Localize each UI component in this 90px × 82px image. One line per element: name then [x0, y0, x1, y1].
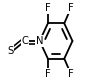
- Text: S: S: [7, 46, 13, 56]
- Text: N: N: [36, 36, 43, 46]
- Text: F: F: [45, 69, 51, 79]
- Text: F: F: [45, 3, 51, 13]
- Text: C: C: [22, 36, 28, 46]
- Text: F: F: [68, 3, 74, 13]
- Text: F: F: [68, 69, 74, 79]
